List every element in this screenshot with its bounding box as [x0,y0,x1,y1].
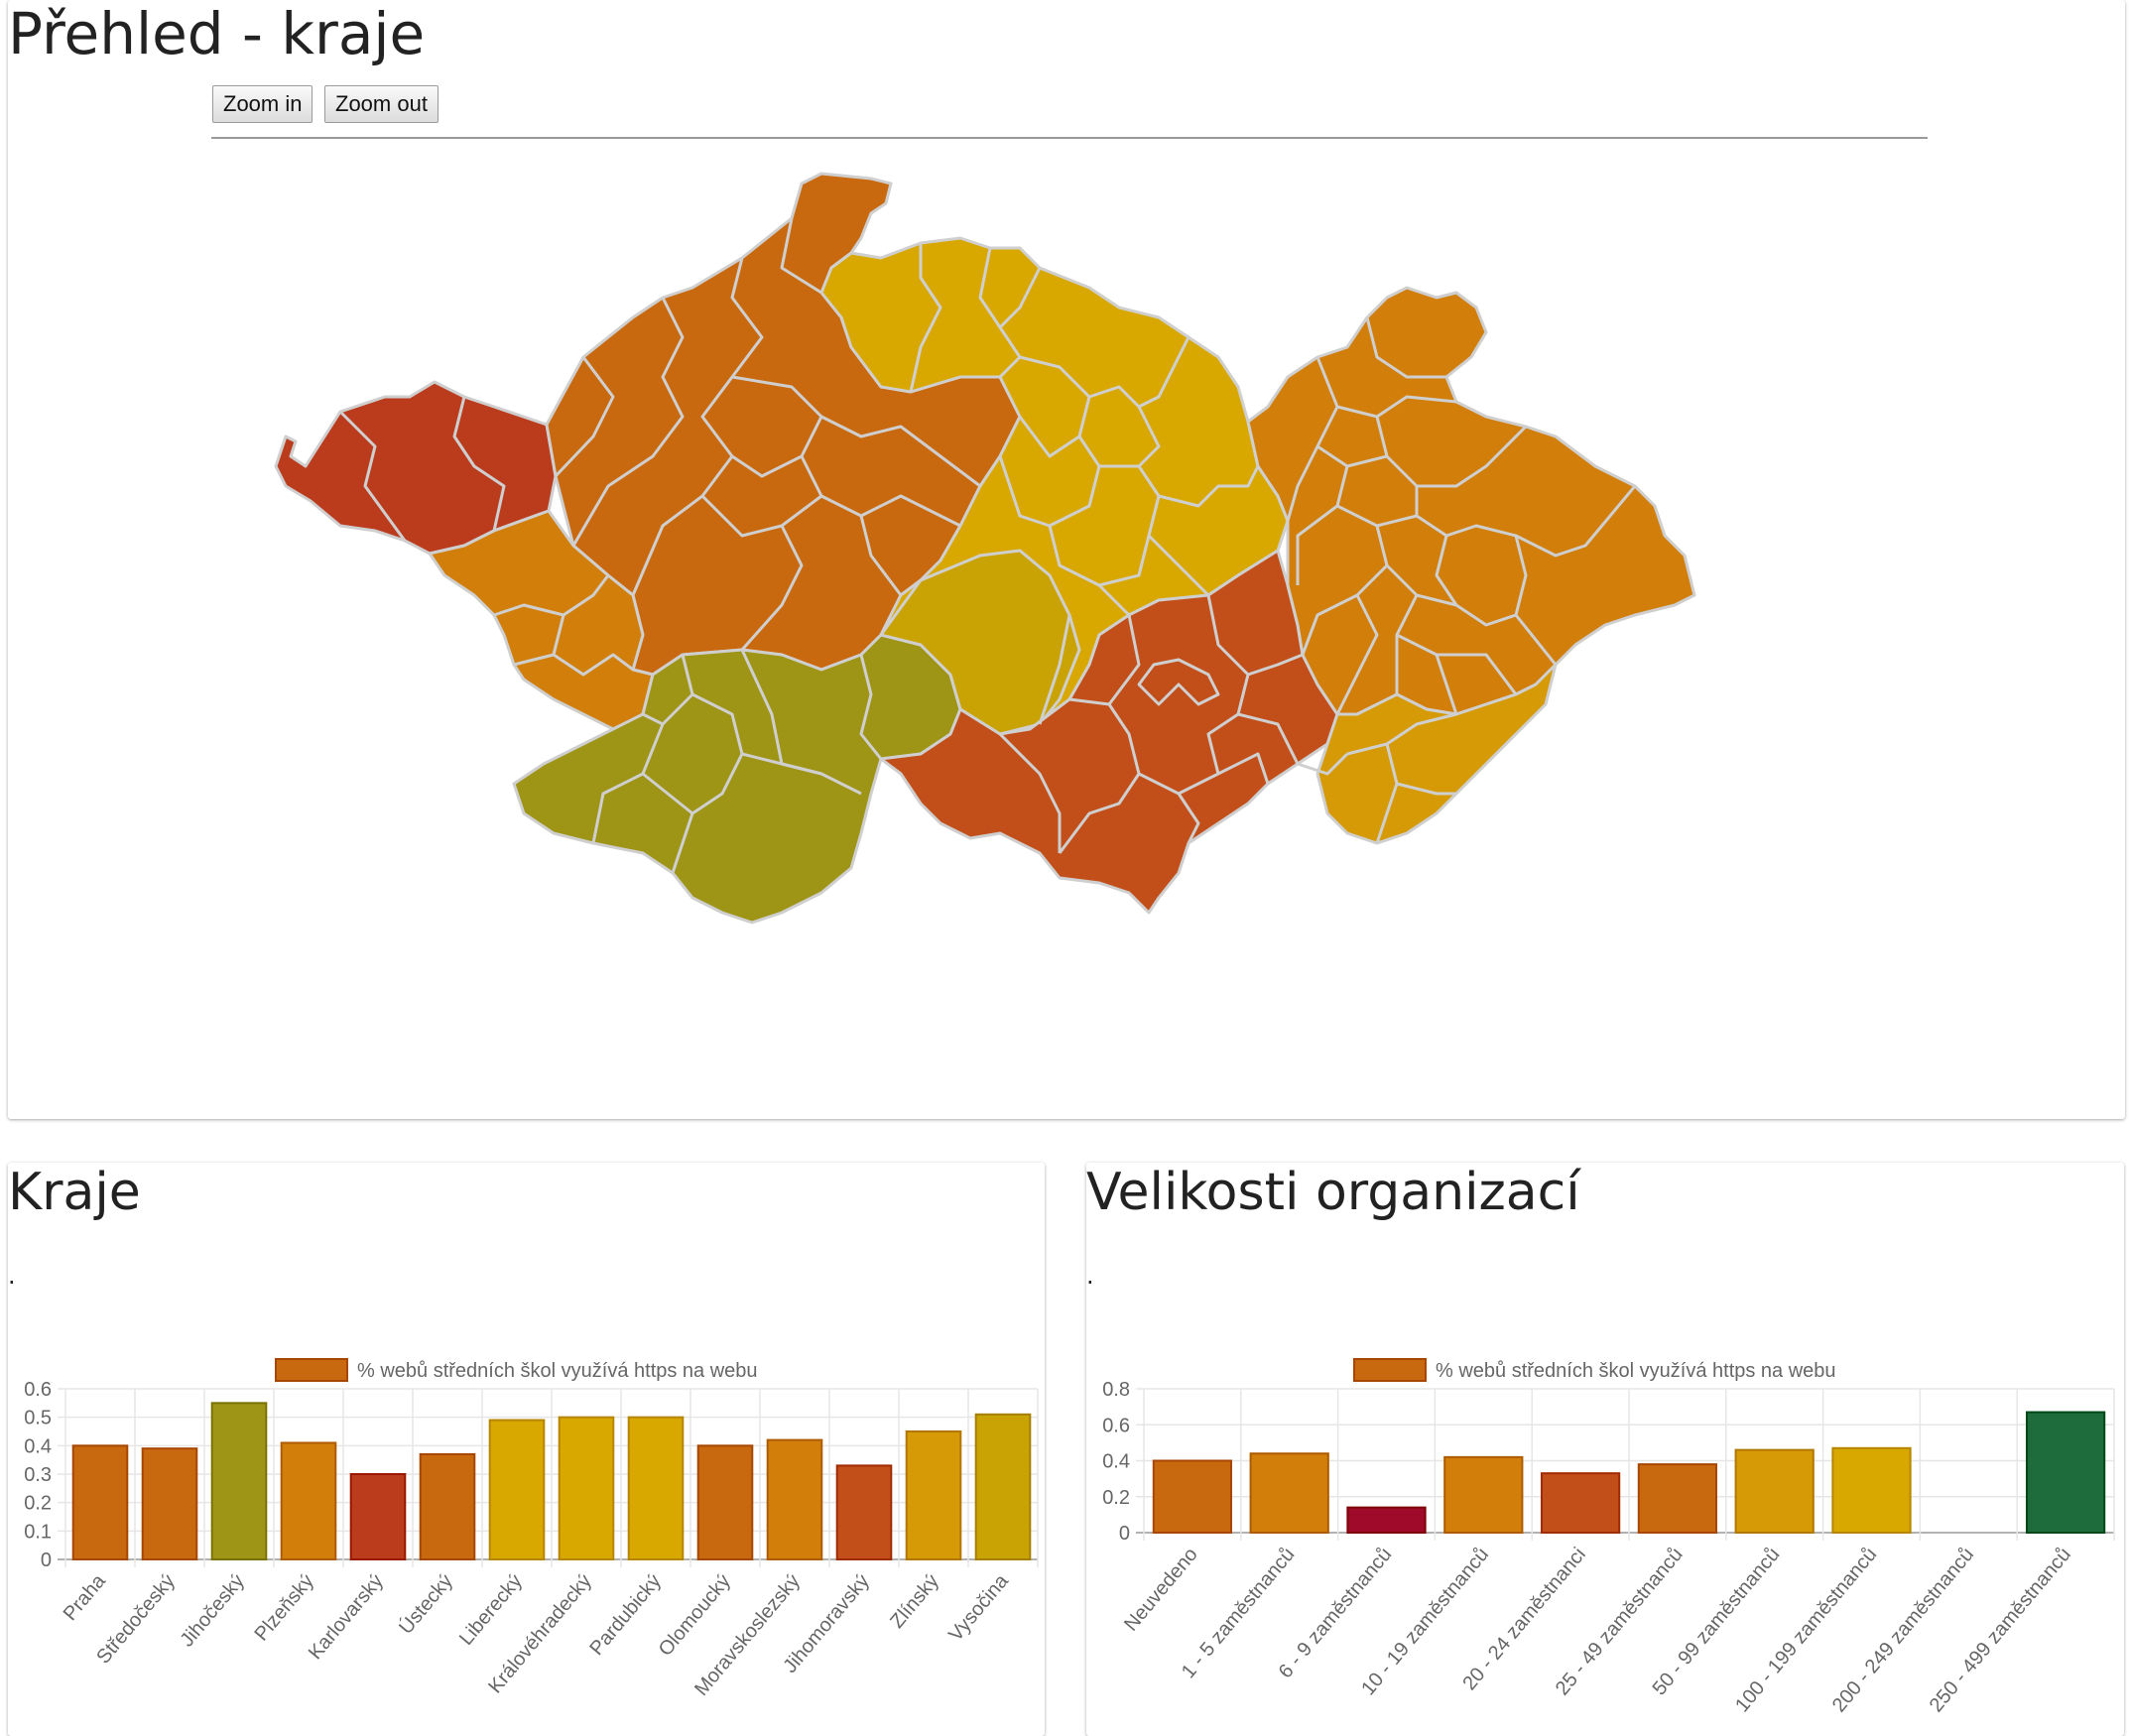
bar-plzeňský[interactable] [280,1441,337,1561]
legend-swatch [1353,1358,1427,1382]
bar-jihočeský[interactable] [210,1402,268,1560]
map-region-jihomoravsky[interactable] [879,549,1339,915]
legend-label: % webů středních škol využívá https na w… [357,1360,758,1382]
x-tick-label: Praha [60,1569,111,1625]
czech-districts-map[interactable] [266,159,1952,1091]
bar-středočeský[interactable] [141,1447,198,1561]
x-tick-label: Plzeňský [251,1570,318,1645]
bar-jihomoravský[interactable] [835,1464,893,1560]
y-tick-label: 0.5 [24,1408,52,1429]
x-tick-label: Zlínský [886,1570,943,1633]
bar-zlínský[interactable] [905,1430,962,1560]
y-tick-label: 0.6 [1102,1415,1130,1436]
zoom-in-button[interactable]: Zoom in [212,85,313,123]
chart-legend: % webů středních škol využívá https na w… [1353,1358,1836,1382]
bar-250-499-zaměstnanců[interactable] [2025,1411,2106,1534]
kraje-panel-title: Kraje [8,1163,141,1222]
y-tick-label: 0.8 [1102,1379,1130,1401]
velikosti-panel-title: Velikosti organizací [1086,1163,1580,1222]
y-tick-label: 0 [1119,1523,1130,1545]
y-tick-label: 0.4 [24,1435,52,1457]
bar-50-99-zaměstnanců[interactable] [1734,1448,1815,1534]
district-boundaries [338,217,1637,874]
map-region-vysocina[interactable] [879,549,1081,736]
legend-swatch [275,1358,348,1382]
kraje-chart-panel: Kraje . % webů středních škol využívá ht… [8,1163,1045,1736]
legend-label: % webů středních škol využívá https na w… [1436,1360,1836,1382]
map-panel-title: Přehled - kraje [8,0,426,67]
x-tick-label: Vysočina [944,1569,1013,1645]
bar-100-199-zaměstnanců[interactable] [1831,1446,1912,1534]
map-panel: Přehled - kraje Zoom in Zoom out [8,0,2125,1119]
bar-25-49-zaměstnanců[interactable] [1637,1463,1718,1534]
y-tick-label: 0.2 [1102,1487,1130,1509]
y-tick-label: 0.1 [24,1521,52,1543]
kraje-bar-chart[interactable]: % webů středních škol využívá https na w… [8,1163,1045,1736]
velikosti-chart-panel: Velikosti organizací . % webů středních … [1086,1163,2124,1736]
bar-královéhradecký[interactable] [558,1416,615,1560]
bar-20-24-zaměstnanci[interactable] [1540,1472,1621,1534]
y-tick-label: 0 [41,1550,52,1571]
bar-6-9-zaměstnanců[interactable] [1346,1506,1427,1534]
map-region-jihocesky[interactable] [512,633,962,925]
bar-pardubický[interactable] [627,1416,685,1560]
chart-legend: % webů středních škol využívá https na w… [275,1358,758,1382]
x-tick-label: Liberecký [455,1570,527,1650]
bar-neuvedeno[interactable] [1152,1459,1233,1534]
bar-moravskoslezský[interactable] [766,1438,823,1561]
velikosti-bar-chart[interactable]: % webů středních škol využívá https na w… [1086,1163,2124,1736]
bar-karlovarský[interactable] [349,1473,407,1560]
x-tick-label: Neuvedeno [1120,1544,1202,1636]
bar-praha[interactable] [71,1444,129,1561]
bar-vysočina[interactable] [974,1413,1032,1560]
map-region-zlinsky[interactable] [1315,663,1558,845]
velikosti-panel-subtitle: . [1086,1262,1094,1290]
bar-10-19-zaměstnanců[interactable] [1443,1455,1524,1534]
x-tick-label: Ústecký [394,1569,456,1638]
map-region-olomoucky-moravskoslezsky[interactable] [1246,286,1696,716]
map-divider [211,137,1928,139]
x-tick-label: Jihočeský [177,1570,249,1651]
kraje-panel-subtitle: . [8,1262,16,1290]
y-tick-label: 0.6 [24,1379,52,1401]
bar-liberecký[interactable] [488,1419,546,1560]
bar-ústecký[interactable] [419,1452,476,1560]
bar-olomoucký[interactable] [696,1444,754,1561]
y-tick-label: 0.2 [24,1493,52,1515]
bar-1-5-zaměstnanců[interactable] [1249,1452,1329,1534]
y-tick-label: 0.4 [1102,1451,1130,1473]
y-tick-label: 0.3 [24,1464,52,1486]
zoom-out-button[interactable]: Zoom out [324,85,438,123]
